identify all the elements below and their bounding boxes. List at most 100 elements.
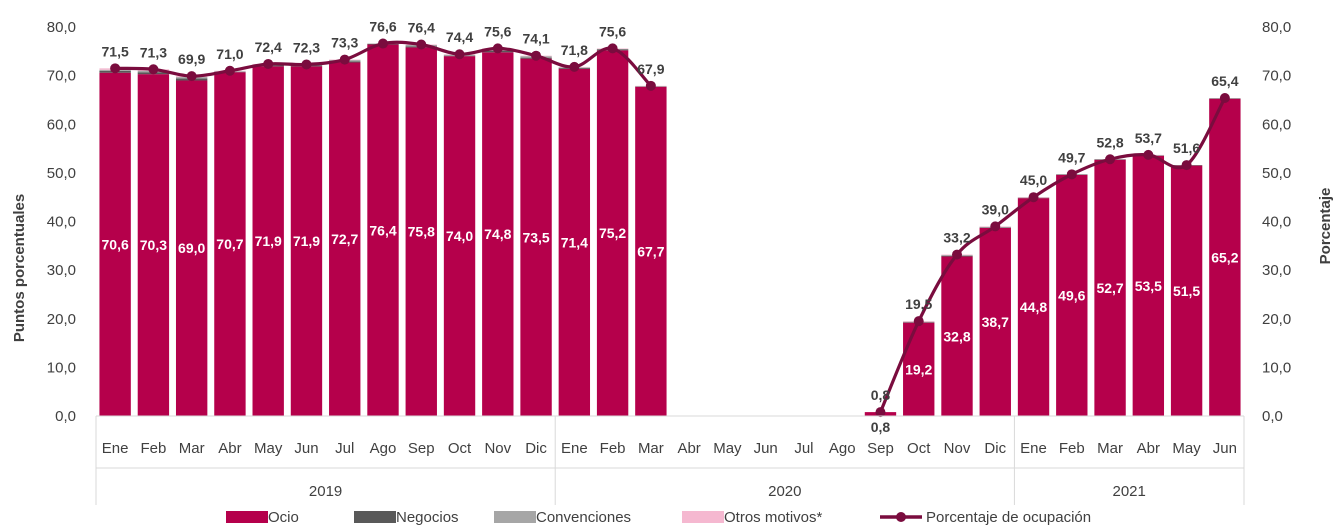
occupancy-point [607,43,618,54]
occupancy-point [416,39,427,50]
y-tick-right: 30,0 [1262,262,1291,279]
x-year-label: 2020 [768,483,801,500]
bar-value-label: 73,5 [522,229,549,245]
occupancy-value-label: 74,1 [522,31,549,47]
occupancy-value-label: 49,7 [1058,149,1085,165]
x-tick-month: Ene [1020,440,1047,457]
bar-value-label: 74,0 [446,228,473,244]
occupancy-value-label: 75,6 [599,23,626,39]
bar-value-label: 67,7 [637,243,664,259]
y-axis-title-left: Puntos porcentuales [11,194,28,342]
occupancy-point [913,316,924,327]
bar-ocio [482,52,514,416]
bar-ocio [1017,198,1050,416]
bar-ocio [99,72,131,417]
occupancy-value-label: 76,6 [369,19,396,35]
occupancy-point [1181,160,1192,171]
bar-ocio [367,44,399,416]
x-tick-month: Mar [179,440,205,457]
y-tick-right: 70,0 [1262,68,1291,85]
x-tick-month: Ene [102,440,129,457]
occupancy-point [531,50,542,61]
bar-value-label: 70,3 [140,237,167,253]
legend-label: Porcentaje de ocupación [926,509,1091,526]
occupancy-value-label: 53,7 [1135,130,1162,146]
occupancy-value-label: 69,9 [178,51,205,67]
bar-ocio [290,66,323,416]
x-tick-month: Jun [754,440,778,457]
bar-value-label: 53,5 [1135,278,1162,294]
occupancy-point [186,71,197,82]
x-tick-month: Jul [335,440,354,457]
occupancy-point [875,407,886,418]
x-tick-month: Jun [294,440,318,457]
bar-ocio [1056,174,1088,416]
bar-value-label: 38,7 [982,314,1009,330]
occupancy-point [454,49,465,60]
bar-ocio [558,68,591,416]
bar-ocio [443,56,476,417]
occupancy-value-label: 71,8 [561,42,588,58]
occupancy-value-label: 72,3 [293,39,320,55]
bar-ocio [903,322,935,416]
y-tick-left: 0,0 [55,408,76,425]
x-tick-month: Ene [561,440,588,457]
x-year-label: 2019 [309,483,342,500]
bar-ocio [596,50,629,417]
bar-ocio [137,74,170,416]
occupancy-point [378,38,388,49]
legend-swatch [682,511,724,523]
x-tick-month: Mar [1097,440,1123,457]
x-tick-month: Dic [984,440,1006,457]
legend-label: Negocios [396,509,459,526]
occupancy-value-label: 0,8 [871,387,891,403]
bar-value-label: 49,6 [1058,287,1085,303]
x-tick-month: Feb [600,440,626,457]
bar-ocio [979,227,1011,416]
occupancy-point [263,58,274,69]
bar-value-label: 75,8 [408,224,435,240]
bar-value-label: 19,2 [905,361,932,377]
occupancy-point [1143,149,1154,160]
occupancy-point [224,65,235,76]
x-tick-month: May [1172,440,1201,457]
occupancy-point [110,63,121,74]
legend-swatch [226,511,268,523]
bar-value-label: 71,9 [255,233,282,249]
bar-value-label: 70,6 [102,236,129,252]
x-tick-month: Ago [370,440,397,457]
x-tick-month: Oct [907,440,931,457]
bar-ocio [175,80,208,417]
x-tick-month: Feb [1059,440,1085,457]
occupancy-value-label: 75,6 [484,23,511,39]
occupancy-value-label: 65,4 [1211,73,1238,89]
bar-ocio [329,62,361,417]
occupancy-value-label: 76,4 [408,20,435,36]
y-tick-left: 60,0 [47,116,76,133]
x-year-label: 2021 [1113,483,1146,500]
y-tick-left: 70,0 [47,68,76,85]
bar-ocio [214,72,246,416]
bar-value-label: 32,8 [943,328,970,344]
bar-value-label: 71,9 [293,233,320,249]
bar-value-label: 76,4 [369,222,396,238]
bar-value-label: 52,7 [1096,280,1123,296]
occupancy-value-label: 67,9 [637,61,664,77]
occupancy-point [1066,169,1077,180]
bar-value-label: 71,4 [561,234,588,250]
occupancy-line-path [878,97,1227,413]
bar-value-label: 72,7 [331,231,358,247]
x-axis: Ene Feb Mar Abr May Jun Jul Ago Sep Oct Nov Dic Ene F… [95,415,1245,505]
bar-value-label: 0,8 [871,419,891,435]
x-tick-month: Jun [1213,440,1237,457]
bars [99,43,1241,417]
occupancy-value-label: 73,3 [331,35,358,51]
occupancy-value-label: 33,2 [943,230,970,246]
x-tick-month: Abr [1137,440,1160,457]
y-tick-left: 50,0 [47,165,76,182]
bar-value-label: 51,5 [1173,283,1200,299]
legend-marker [896,512,906,522]
bar-ocio [1132,155,1165,416]
bar-ocio [941,256,973,416]
y-tick-right: 60,0 [1262,116,1291,133]
